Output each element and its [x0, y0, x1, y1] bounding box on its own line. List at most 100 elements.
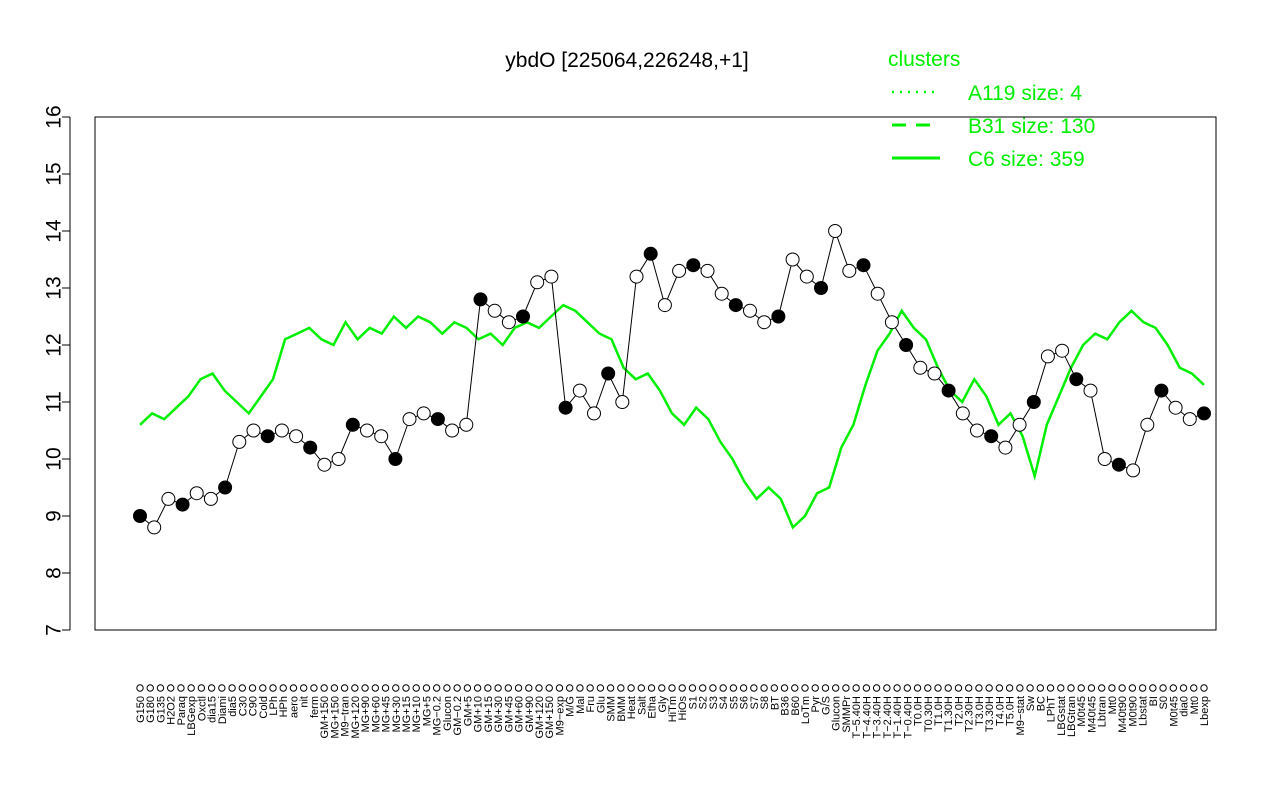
x-tick-mark: [412, 684, 420, 692]
data-point: [544, 269, 559, 284]
x-tick-label: Paraq: [176, 696, 188, 725]
data-point: [899, 338, 914, 352]
x-tick-label: S7: [749, 696, 761, 709]
x-tick-mark: [555, 684, 564, 692]
x-tick-mark: [177, 684, 185, 692]
x-tick-mark: [156, 684, 165, 692]
y-tick-label: 13: [43, 276, 66, 299]
data-point: [1140, 417, 1155, 432]
y-tick-label: 12: [43, 333, 66, 356]
x-tick-mark: [514, 684, 523, 692]
x-tick-label: ferm: [309, 696, 321, 718]
data-point: [1111, 457, 1126, 472]
x-tick-label: GM+45: [503, 696, 515, 732]
x-tick-mark: [310, 684, 318, 692]
x-tick-mark: [1026, 684, 1034, 692]
x-tick-label: Etha: [647, 695, 659, 719]
x-tick-mark: [617, 684, 625, 692]
data-point: [232, 434, 247, 449]
x-tick-mark: [606, 684, 615, 692]
data-point: [246, 423, 261, 438]
x-tick-label: Mt0: [1189, 696, 1201, 714]
x-tick-mark: [893, 684, 901, 692]
data-point: [799, 269, 814, 284]
x-tick-label: Gly: [657, 696, 669, 713]
x-tick-label: S6: [739, 696, 751, 709]
x-tick-label: GM−0.2: [452, 696, 464, 735]
x-tick-mark: [811, 684, 819, 692]
x-tick-mark: [944, 684, 952, 692]
x-tick-mark: [146, 684, 154, 692]
data-point: [686, 258, 701, 273]
x-tick-label: MG+90: [360, 696, 372, 732]
data-point: [558, 400, 573, 415]
data-point: [629, 269, 644, 284]
x-tick-label: Oxctl: [196, 696, 208, 721]
data-point: [728, 298, 743, 313]
x-tick-label: HPh: [278, 696, 290, 717]
data-point: [445, 423, 460, 438]
x-tick-mark: [596, 684, 605, 692]
data-point: [1026, 395, 1041, 409]
data-point: [913, 360, 928, 375]
x-tick-label: Glu: [595, 696, 607, 713]
x-tick-label: M0t90: [1127, 696, 1139, 727]
data-point: [1168, 400, 1183, 415]
x-tick-mark: [709, 684, 717, 692]
data-point: [1055, 343, 1070, 358]
data-point: [289, 429, 304, 444]
x-tick-mark: [627, 684, 635, 692]
y-tick-label: 7: [43, 624, 66, 636]
x-tick-mark: [668, 684, 676, 692]
x-tick-mark: [576, 684, 584, 692]
x-tick-label: Mt0: [1107, 696, 1119, 714]
x-tick-mark: [1190, 684, 1198, 692]
y-tick-label: 8: [43, 567, 66, 579]
x-tick-label: M9−tran: [340, 696, 352, 737]
x-tick-mark: [872, 684, 881, 692]
x-tick-mark: [248, 684, 257, 692]
x-tick-mark: [821, 684, 830, 692]
legend-label-c6: C6 size: 359: [968, 148, 1085, 171]
x-tick-label: dia0: [1179, 696, 1191, 717]
x-tick-mark: [1159, 684, 1167, 692]
x-tick-mark: [842, 684, 850, 692]
x-tick-label: T−0.40H: [902, 696, 914, 739]
data-point: [331, 452, 346, 466]
x-tick-mark: [801, 684, 809, 692]
x-tick-label: T5.0H: [1005, 696, 1017, 726]
x-tick-label: Lbexp: [1199, 696, 1211, 726]
x-tick-mark: [218, 684, 226, 692]
data-point: [842, 263, 857, 278]
expression-line: [139, 229, 1205, 529]
x-tick-label: Fru: [585, 696, 597, 713]
x-tick-label: Salt: [636, 696, 648, 715]
x-tick-mark: [432, 684, 441, 692]
x-tick-label: T2.30H: [964, 696, 976, 732]
x-tick-label: T1.0H: [933, 696, 945, 726]
x-tick-mark: [1046, 684, 1055, 692]
x-tick-label: MG+10: [411, 696, 423, 732]
legend-entry-0: A119 size: 4: [892, 82, 1082, 105]
x-tick-label: S2: [698, 696, 710, 709]
x-tick-mark: [1149, 684, 1157, 692]
x-tick-label: T3.30H: [984, 696, 996, 732]
y-tick-label: 9: [43, 510, 66, 522]
data-point: [345, 417, 360, 432]
x-tick-mark: [504, 684, 513, 692]
x-tick-mark: [1016, 684, 1024, 692]
x-tick-label: S5: [728, 696, 740, 709]
x-tick-label: MG+30: [391, 696, 403, 732]
x-tick-label: T−5.40H: [851, 696, 863, 739]
data-point: [147, 520, 162, 535]
x-tick-label: G135: [155, 696, 167, 723]
x-tick-mark: [197, 684, 206, 692]
x-tick-mark: [238, 684, 247, 692]
data-point: [955, 406, 970, 421]
data-point: [870, 286, 885, 301]
x-tick-mark: [392, 684, 400, 692]
data-point: [516, 309, 530, 324]
x-tick-mark: [187, 684, 195, 692]
x-tick-mark: [1057, 684, 1065, 692]
data-point: [615, 395, 630, 409]
